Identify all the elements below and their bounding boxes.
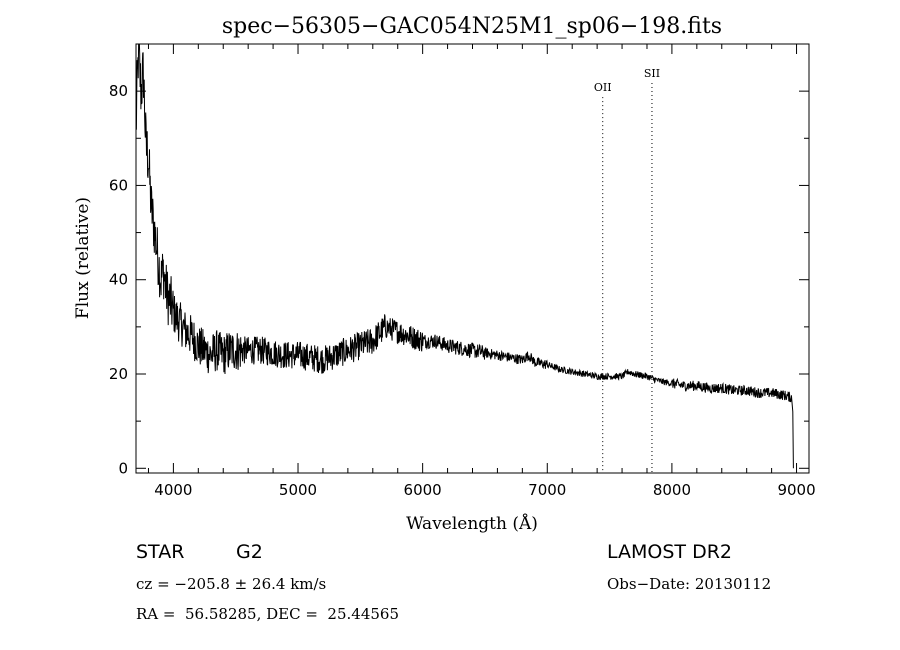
- y-tick-label: 20: [109, 365, 128, 383]
- chart-title: spec−56305−GAC054N25M1_sp06−198.fits: [222, 14, 722, 39]
- object-class: STAR: [136, 541, 185, 563]
- sky-coordinates: RA = 56.58285, DEC = 25.44565: [136, 605, 400, 623]
- emission-line-label: SII: [644, 67, 660, 80]
- axis-ticks: 4000 5000 6000 7000 8000 9000 0 20 40 60 80: [109, 44, 816, 499]
- y-tick-label: 80: [109, 82, 128, 100]
- x-tick-label: 6000: [404, 481, 442, 499]
- x-tick-label: 9000: [777, 481, 815, 499]
- emission-line-markers: OII SII: [594, 67, 660, 473]
- x-axis-label: Wavelength (Å): [406, 513, 538, 534]
- spectrum-line: [135, 43, 794, 469]
- y-tick-label: 40: [109, 271, 128, 289]
- y-tick-label: 60: [109, 176, 128, 194]
- x-tick-label: 4000: [154, 481, 192, 499]
- object-subclass: G2: [236, 541, 263, 563]
- redshift-velocity: cz = −205.8 ± 26.4 km/s: [136, 575, 327, 593]
- emission-line-label: OII: [594, 81, 612, 94]
- survey-name: LAMOST DR2: [607, 541, 732, 563]
- x-tick-label: 5000: [279, 481, 317, 499]
- y-tick-label: 0: [118, 459, 128, 477]
- plot-frame: [135, 43, 810, 474]
- observation-date: Obs−Date: 20130112: [607, 575, 772, 593]
- x-tick-label: 8000: [653, 481, 691, 499]
- y-axis-label: Flux (relative): [73, 197, 93, 319]
- x-tick-label: 7000: [528, 481, 566, 499]
